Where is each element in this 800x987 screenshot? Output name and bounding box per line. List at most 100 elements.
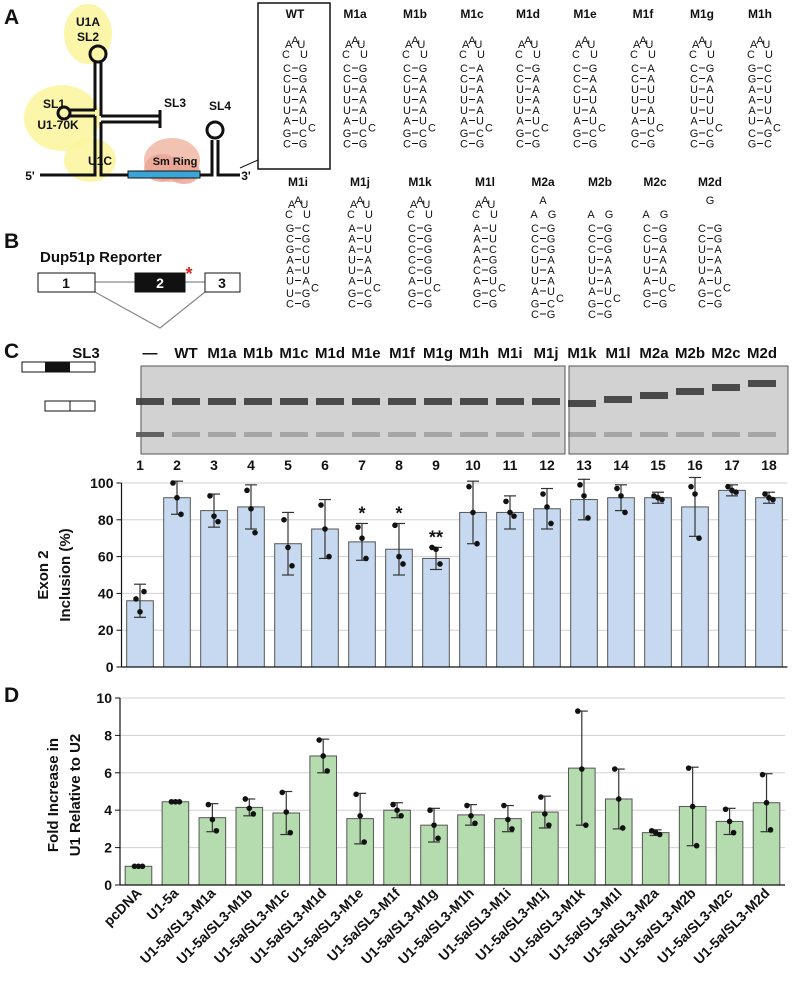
base: G — [283, 128, 292, 140]
gel-band — [748, 380, 776, 387]
loop-base: C — [402, 49, 410, 61]
lane-label: M2d — [747, 345, 777, 362]
data-point — [431, 822, 437, 828]
exon — [134, 272, 186, 293]
data-point — [763, 799, 770, 806]
base: A — [532, 84, 540, 96]
base: U — [302, 265, 310, 277]
base: C — [698, 234, 706, 246]
loop-base: A — [524, 35, 532, 47]
base: G — [460, 128, 469, 140]
base: G — [764, 128, 773, 140]
gel-band — [424, 432, 452, 437]
base: G — [659, 234, 668, 246]
base: U — [424, 276, 432, 288]
base: U — [588, 265, 596, 277]
loop-base: C — [572, 49, 580, 61]
data-point — [322, 526, 328, 532]
hairpin-name: M1i — [288, 175, 308, 189]
lane-label: M1f — [389, 345, 416, 362]
base: C — [573, 74, 581, 86]
base: C — [302, 244, 310, 256]
base: A — [403, 116, 411, 128]
bulge-base: C — [613, 293, 621, 305]
bar — [309, 755, 337, 886]
base: U — [299, 116, 307, 128]
base: A — [364, 265, 372, 277]
loop-base: C — [282, 49, 290, 61]
loop-base: A — [639, 35, 647, 47]
base: C — [604, 299, 612, 311]
gel-band — [568, 400, 596, 407]
x-tick-label: 6 — [321, 457, 329, 473]
hairpin-name: M2a — [531, 175, 555, 189]
data-point — [542, 811, 548, 817]
bulge-base: C — [598, 123, 606, 135]
loop-base: U — [530, 39, 538, 51]
base: G — [302, 288, 311, 300]
base: C — [764, 74, 772, 86]
data-point — [615, 796, 622, 802]
connector — [239, 159, 259, 169]
base: C — [302, 223, 310, 235]
bulge-base: C — [556, 293, 564, 305]
base: A — [659, 255, 667, 267]
data-point — [544, 504, 550, 510]
x-tick-label: 9 — [432, 457, 440, 473]
loop-base: U — [365, 209, 373, 221]
loop-base: U — [487, 199, 495, 211]
y-axis-label: Exon 2 — [35, 550, 52, 599]
x-tick-label: 12 — [539, 457, 555, 473]
data-point — [509, 826, 515, 832]
gel-band — [172, 432, 200, 437]
loop-base: A — [291, 35, 299, 47]
lane-label: — — [143, 345, 158, 362]
data-point — [357, 813, 363, 819]
base: A — [476, 63, 484, 75]
base: G — [489, 255, 498, 267]
base: U — [643, 265, 651, 277]
gel-band — [460, 398, 488, 405]
loop-base: G — [605, 209, 614, 221]
base: G — [531, 299, 540, 311]
base: A — [547, 276, 555, 288]
base: A — [473, 276, 481, 288]
bulge-base: C — [373, 283, 381, 295]
base: U — [698, 255, 706, 267]
y-tick-label: 0 — [106, 659, 114, 675]
base: A — [359, 105, 367, 117]
base: G — [690, 128, 699, 140]
base: G — [516, 128, 525, 140]
x-tick-label: 7 — [358, 457, 366, 473]
base: C — [343, 74, 351, 86]
data-point — [577, 482, 583, 488]
base: A — [419, 84, 427, 96]
hairpin-name: M1e — [573, 7, 597, 21]
loop-base: U — [303, 209, 311, 221]
base: G — [424, 255, 433, 267]
base: G — [604, 244, 613, 256]
bulge-base: C — [656, 123, 664, 135]
base: C — [573, 63, 581, 75]
data-point — [246, 805, 253, 812]
base: U — [714, 276, 722, 288]
significance-label: ** — [429, 527, 443, 547]
base: A — [647, 105, 655, 117]
gel-band — [280, 398, 308, 405]
lane-label: M1h — [459, 345, 489, 362]
base: U — [588, 255, 596, 267]
gel-band — [712, 432, 740, 437]
base: G — [588, 299, 597, 311]
base: C — [588, 244, 596, 256]
y-tick-label: 4 — [104, 802, 112, 818]
loop-base: U — [587, 39, 595, 51]
hairpin-name: M1f — [633, 7, 655, 21]
base: U — [547, 286, 555, 298]
base: U — [489, 223, 497, 235]
base: A — [348, 276, 356, 288]
base: G — [473, 288, 482, 300]
data-point — [583, 822, 589, 828]
data-point — [611, 766, 618, 772]
loop-base: A — [750, 39, 758, 51]
gel-label: SL3 — [72, 345, 100, 362]
